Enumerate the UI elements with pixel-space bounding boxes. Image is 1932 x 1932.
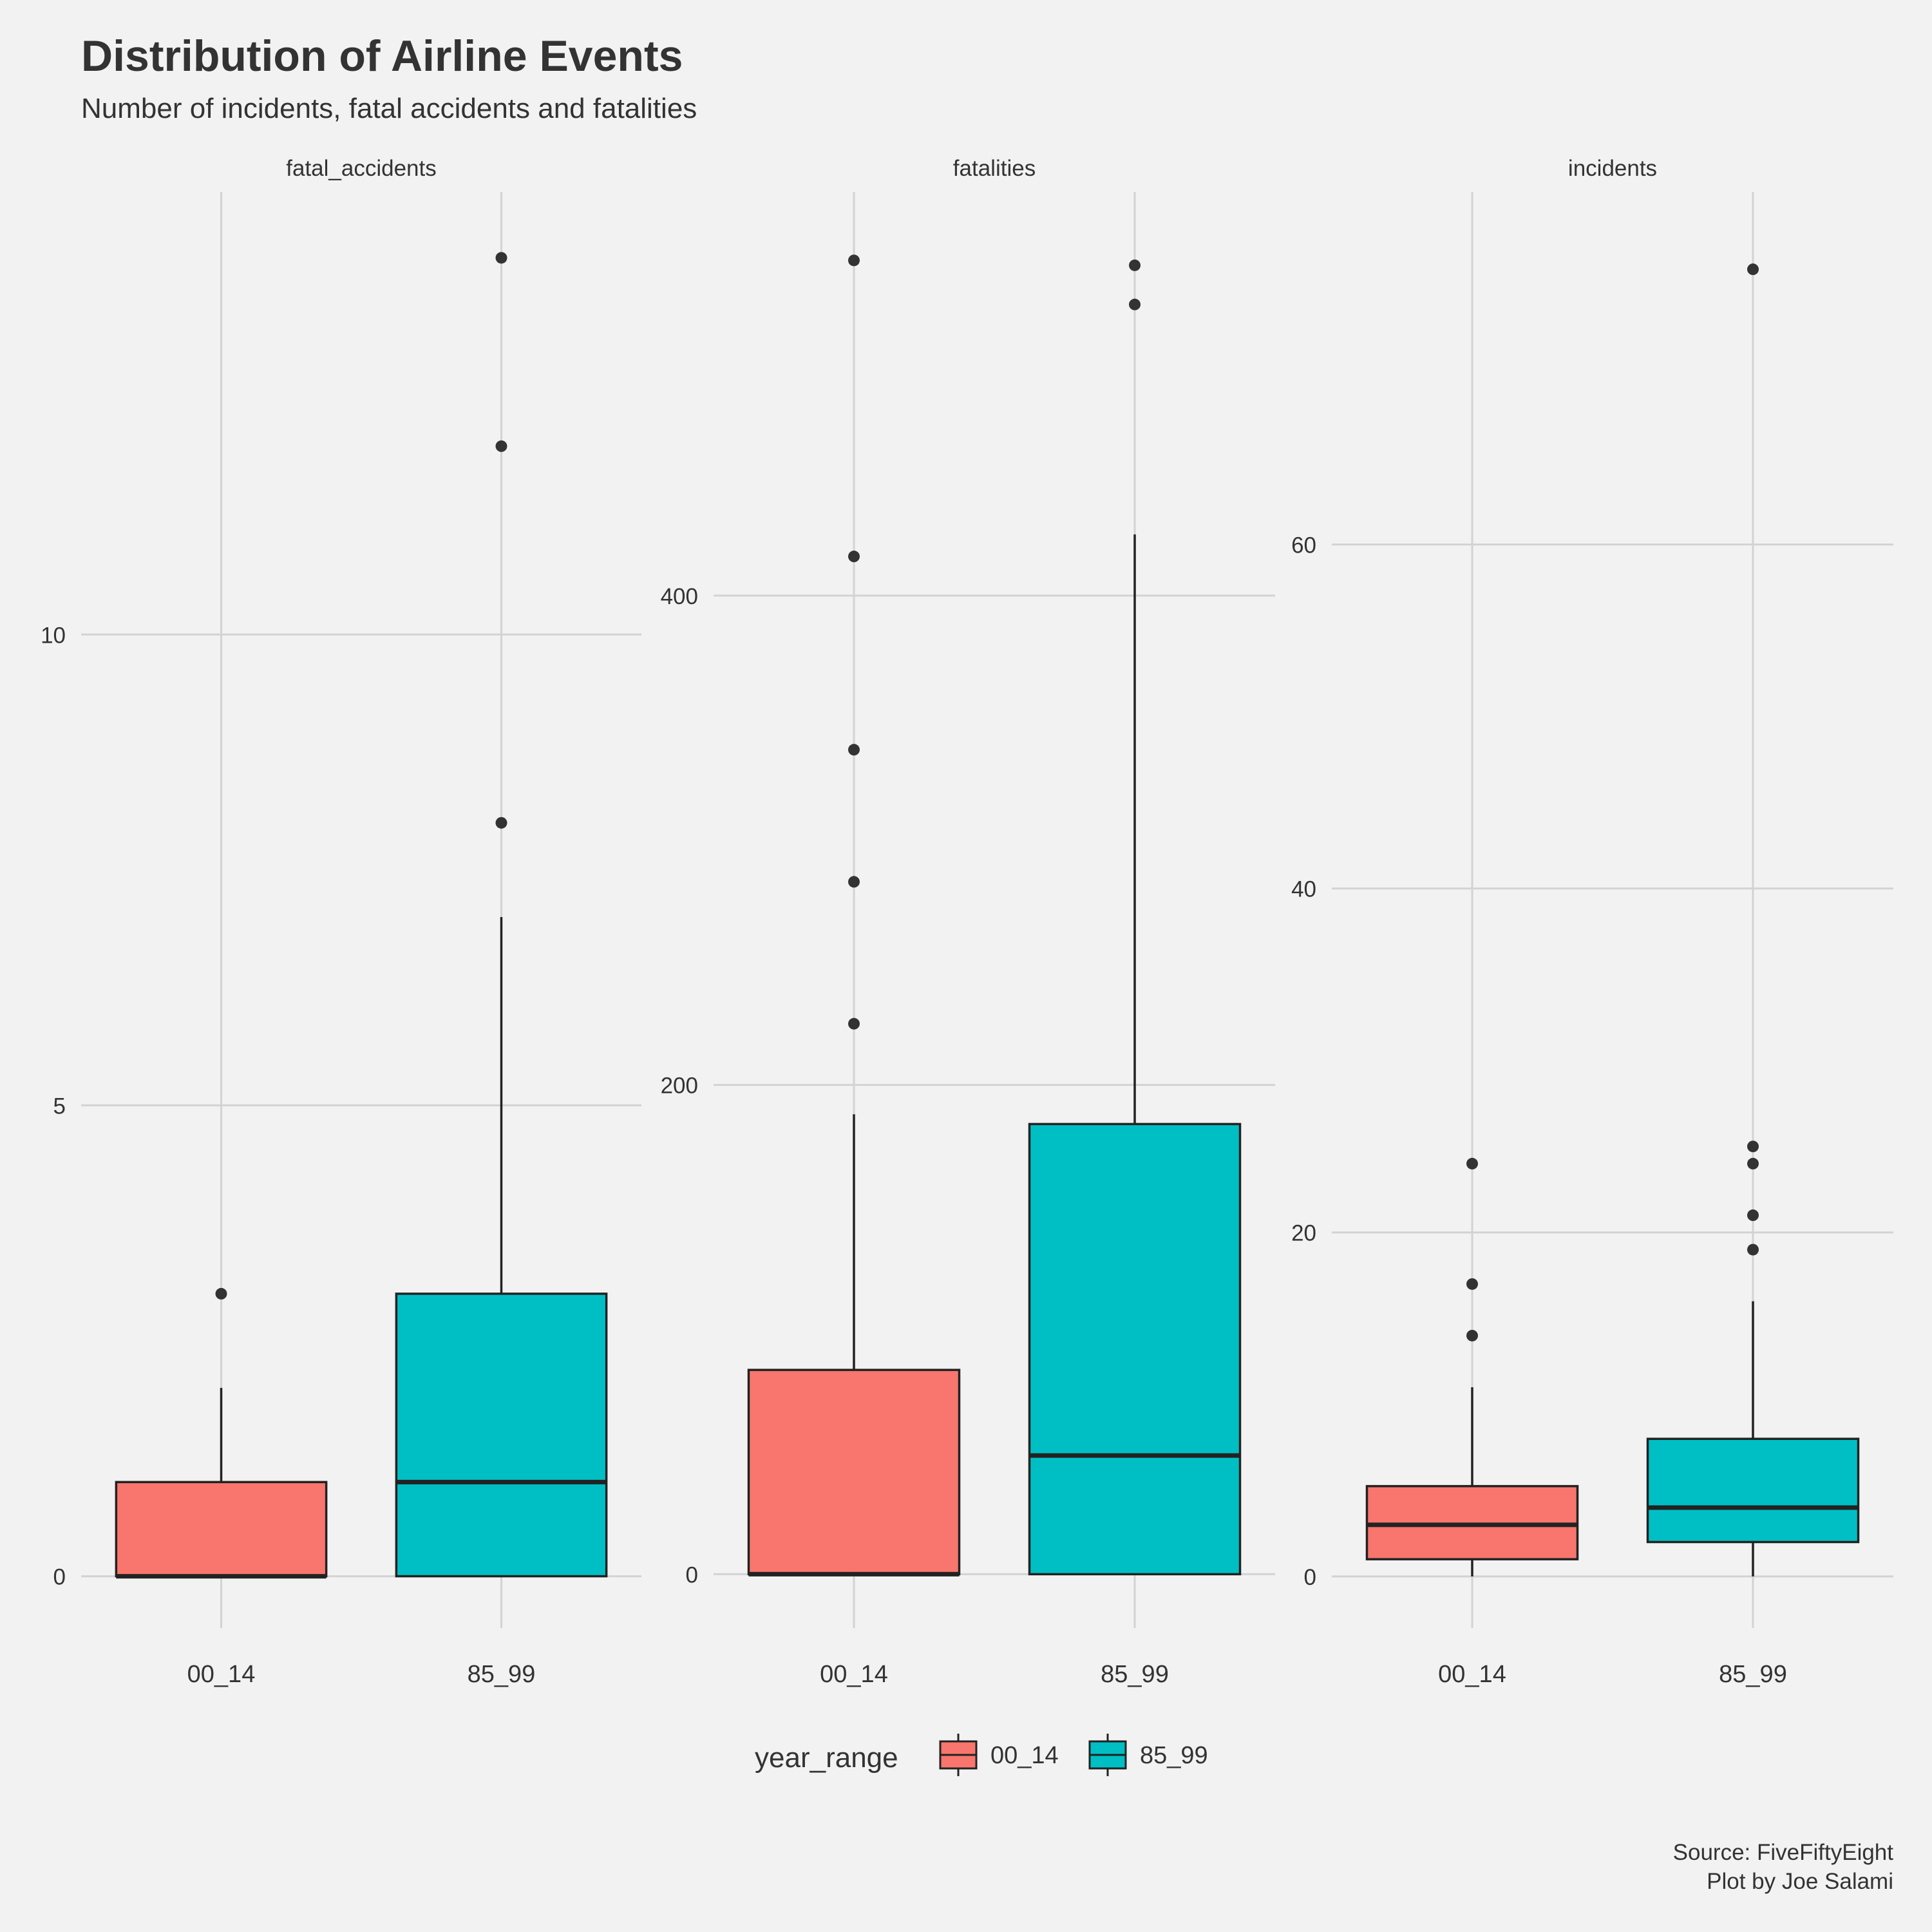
caption-credit: Plot by Joe Salami	[1707, 1869, 1893, 1894]
facet-strip-label: incidents	[1568, 156, 1657, 181]
box-iqr	[1028, 1122, 1242, 1576]
caption-source: Source: FiveFiftyEight	[1673, 1840, 1894, 1865]
outlier-point	[1747, 263, 1759, 276]
outlier-point	[1747, 1244, 1759, 1256]
outlier-point	[1466, 1278, 1478, 1290]
facet-strip-label: fatal_accidents	[286, 156, 436, 181]
y-tick-label: 200	[661, 1074, 698, 1099]
x-category-label: 00_14	[187, 1661, 256, 1688]
legend: year_range 00_14 85_99	[755, 1734, 1208, 1776]
y-tick-label: 60	[1291, 533, 1316, 558]
box-00_14	[747, 254, 961, 1577]
y-tick-label: 20	[1291, 1221, 1316, 1246]
y-tick-label: 10	[41, 623, 66, 648]
outlier-point	[495, 252, 507, 264]
legend-item-85_99: 85_99	[1088, 1734, 1208, 1776]
outlier-point	[1747, 1209, 1759, 1222]
x-category-label: 85_99	[1101, 1661, 1169, 1688]
legend-item-label: 00_14	[990, 1742, 1059, 1769]
box-iqr	[115, 1481, 328, 1578]
outlier-point	[1747, 1157, 1759, 1170]
outlier-point	[1129, 259, 1141, 271]
facet-incidents: incidents 0 20 40 60 00_14 85_99	[1291, 156, 1893, 1688]
outlier-point	[848, 744, 860, 756]
outlier-point	[1466, 1329, 1478, 1341]
outlier-point	[495, 817, 507, 829]
outlier-point	[1129, 298, 1141, 310]
y-tick-label: 0	[53, 1565, 66, 1590]
chart-title: Distribution of Airline Events	[81, 32, 683, 80]
facet-panels: fatal_accidents 0 5 10 00_14 85_99 fatalities 0…	[41, 156, 1893, 1688]
legend-item-label: 85_99	[1140, 1742, 1208, 1769]
legend-item-00_14: 00_14	[939, 1734, 1059, 1776]
outlier-point	[1747, 1141, 1759, 1153]
outlier-point	[495, 440, 507, 452]
y-tick-label: 0	[1304, 1565, 1316, 1590]
box-85_99	[1646, 263, 1860, 1577]
legend-items: 00_14 85_99	[939, 1734, 1208, 1776]
y-tick-label: 5	[53, 1094, 66, 1119]
x-category-label: 00_14	[820, 1661, 888, 1688]
y-tick-label: 400	[661, 584, 698, 609]
y-tick-label: 40	[1291, 877, 1316, 902]
chart-subtitle: Number of incidents, fatal accidents and…	[81, 93, 697, 124]
x-category-label: 85_99	[468, 1661, 536, 1688]
outlier-point	[848, 876, 860, 888]
outlier-point	[848, 1018, 860, 1030]
box-85_99	[395, 252, 608, 1578]
box-00_14	[1365, 1157, 1579, 1577]
box-iqr	[395, 1293, 608, 1578]
box-00_14	[115, 1287, 328, 1579]
box-iqr	[747, 1368, 961, 1576]
outlier-point	[848, 254, 860, 267]
facet-fatalities: fatalities 0 200 400 00_14 85_99	[661, 156, 1275, 1688]
y-tick-label: 0	[686, 1562, 698, 1587]
outlier-point	[1466, 1157, 1478, 1170]
facet-strip-label: fatalities	[953, 156, 1036, 181]
x-category-label: 00_14	[1438, 1661, 1506, 1688]
outlier-point	[215, 1287, 227, 1300]
box-iqr	[1646, 1437, 1860, 1544]
outlier-point	[848, 551, 860, 563]
box-85_99	[1028, 259, 1242, 1576]
legend-title: year_range	[755, 1742, 898, 1774]
caption: Source: FiveFiftyEight Plot by Joe Salam…	[1673, 1840, 1894, 1894]
facet-fatal-accidents: fatal_accidents 0 5 10 00_14 85_99	[41, 156, 641, 1688]
x-category-label: 85_99	[1719, 1661, 1787, 1688]
